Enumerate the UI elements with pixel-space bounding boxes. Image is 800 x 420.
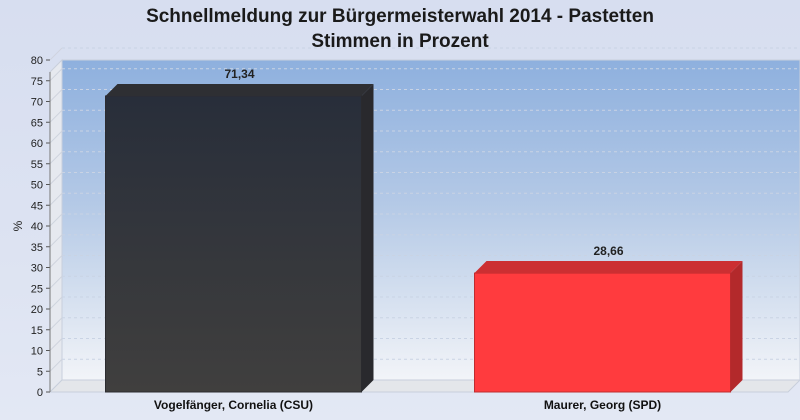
y-tick-label: 0	[37, 387, 43, 399]
grid-line-side	[49, 234, 63, 248]
chart-title: Schnellmeldung zur Bürgermeisterwahl 201…	[0, 4, 800, 54]
y-tick-label: 5	[37, 366, 43, 378]
grid-line-side	[49, 255, 63, 268]
y-tick-label: 10	[31, 346, 43, 358]
grid-line-side	[49, 130, 63, 144]
y-axis: 0 5 10 15 20 25 30 35 40 45 50 55 60 65 70 75 80%	[11, 55, 51, 399]
grid-line-side	[49, 317, 63, 331]
grid-line-side	[49, 296, 63, 310]
bars: 71,34 28,66	[105, 67, 743, 393]
grid-line-side	[49, 109, 63, 123]
y-tick-label: 40	[31, 221, 43, 233]
chart-title-line1: Schnellmeldung zur Bürgermeisterwahl 201…	[146, 6, 654, 27]
grid-line-side	[49, 89, 63, 102]
chart-title-line2: Stimmen in Prozent	[311, 31, 489, 52]
grid-line-side	[49, 172, 63, 185]
y-tick-label: 35	[31, 242, 43, 254]
bar	[105, 95, 362, 393]
x-tick-label: Vogelfänger, Cornelia (CSU)	[154, 398, 313, 412]
bar-value-label: 71,34	[224, 67, 254, 81]
grid-line-side	[49, 338, 63, 351]
y-tick-label: 80	[31, 55, 43, 67]
y-tick-label: 45	[31, 200, 43, 212]
plot-left-wall	[49, 58, 63, 394]
x-axis-labels: Vogelfänger, Cornelia (CSU) Maurer, Georg…	[154, 398, 661, 412]
grid-line-side	[49, 151, 63, 165]
bar-value-label: 28,66	[593, 244, 623, 258]
y-tick-label: 20	[31, 304, 43, 316]
y-tick-label: 15	[31, 325, 43, 337]
grid-line-side	[49, 275, 63, 289]
grid-line-side	[49, 213, 63, 227]
y-axis-label: %	[11, 220, 25, 231]
bar-top	[105, 83, 374, 96]
y-tick-label: 30	[31, 263, 43, 275]
y-tick-label: 65	[31, 117, 43, 129]
grid-line-side	[49, 47, 63, 61]
grid-line-side	[49, 68, 63, 82]
y-tick-label: 55	[31, 159, 43, 171]
y-tick-label: 25	[31, 283, 43, 295]
grid-line-side	[49, 358, 63, 372]
bar-side	[730, 261, 743, 392]
y-tick-label: 70	[31, 97, 43, 109]
x-tick-label: Maurer, Georg (SPD)	[544, 398, 661, 412]
y-tick-label: 60	[31, 138, 43, 150]
bar-top	[474, 261, 743, 274]
bar-side	[361, 83, 374, 393]
grid-line-side	[49, 192, 63, 206]
bar	[474, 272, 731, 393]
y-tick-label: 75	[31, 76, 43, 88]
y-tick-label: 50	[31, 180, 43, 192]
